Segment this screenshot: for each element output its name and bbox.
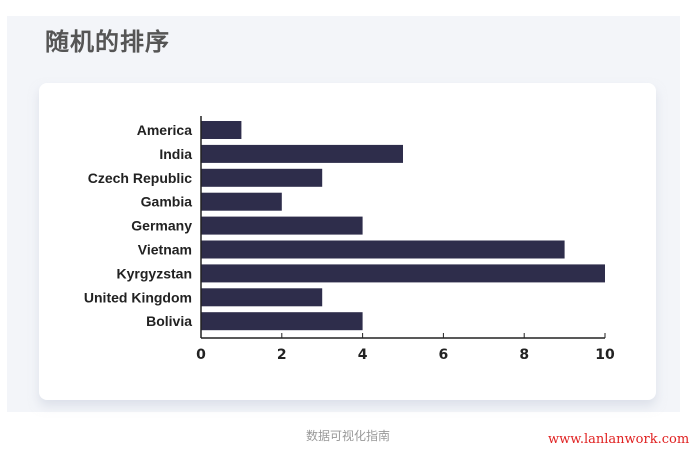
category-label: Germany	[131, 218, 192, 234]
category-label: America	[137, 122, 192, 138]
caption: 数据可视化指南	[305, 429, 390, 443]
category-label: United Kingdom	[84, 289, 192, 305]
x-tick-label: 2	[277, 347, 287, 363]
bar-india	[201, 144, 403, 163]
category-label: India	[159, 146, 192, 162]
category-label: Kyrgyzstan	[117, 265, 192, 281]
bar-united-kingdom	[201, 288, 323, 307]
bar-kyrgyzstan	[201, 264, 605, 283]
x-tick-label: 6	[439, 347, 449, 363]
x-tick-label: 10	[595, 347, 615, 363]
bar-bolivia	[201, 312, 363, 331]
page-title: 随机的排序	[45, 28, 170, 56]
x-tick-label: 8	[519, 347, 529, 363]
x-tick-label: 4	[358, 347, 368, 363]
bar-czech-republic	[201, 168, 323, 187]
category-label: Bolivia	[146, 313, 192, 329]
bar-america	[201, 121, 242, 139]
watermark: www.lanlanwork.com	[548, 432, 690, 447]
category-label: Vietnam	[138, 242, 192, 258]
bar-germany	[201, 216, 363, 235]
category-label: Gambia	[141, 194, 193, 210]
category-label: Czech Republic	[88, 170, 192, 186]
bar-vietnam	[201, 240, 565, 259]
x-tick-label: 0	[196, 347, 206, 363]
bar-gambia	[201, 192, 282, 211]
